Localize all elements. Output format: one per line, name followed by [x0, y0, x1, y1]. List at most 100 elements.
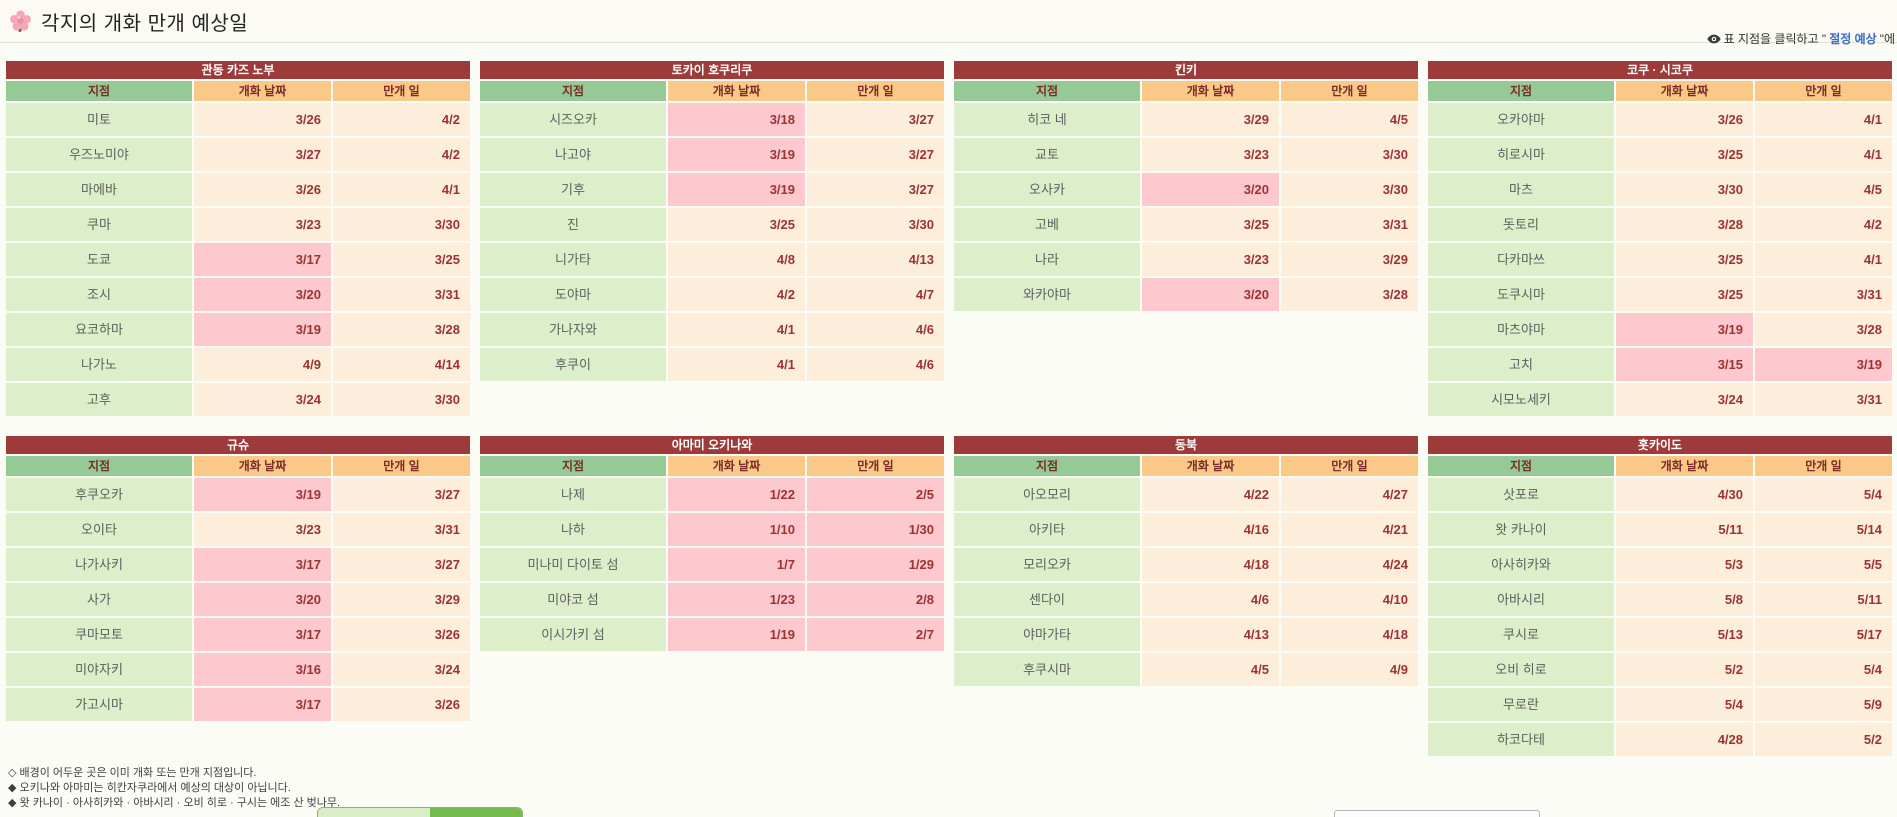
location-cell[interactable]: 마츠 — [1428, 173, 1614, 206]
location-cell[interactable]: 센다이 — [954, 583, 1140, 616]
tables-grid: 관동 카즈 노부 지점 개화 날짜 만개 일 미토 3/26 4/2 우즈노미야… — [0, 43, 1897, 756]
full-bloom-date-cell: 4/10 — [1281, 583, 1418, 616]
location-cell[interactable]: 미야코 섬 — [480, 583, 666, 616]
location-cell[interactable]: 아사히카와 — [1428, 548, 1614, 581]
full-bloom-date-cell: 1/29 — [807, 548, 944, 581]
location-cell[interactable]: 미토 — [6, 103, 192, 136]
location-cell[interactable]: 미야자키 — [6, 653, 192, 686]
full-bloom-date-cell: 5/11 — [1755, 583, 1892, 616]
full-bloom-date-cell: 4/21 — [1281, 513, 1418, 546]
column-header-full-bloom: 만개 일 — [1281, 81, 1418, 101]
full-bloom-date-cell: 4/5 — [1755, 173, 1892, 206]
peak-forecast-link[interactable]: 절정 예상 — [1829, 32, 1877, 46]
location-cell[interactable]: 가고시마 — [6, 688, 192, 721]
location-cell[interactable]: 히코 네 — [954, 103, 1140, 136]
location-cell[interactable]: 오사카 — [954, 173, 1140, 206]
location-cell[interactable]: 히로시마 — [1428, 138, 1614, 171]
full-bloom-date-cell: 3/30 — [333, 383, 470, 416]
location-cell[interactable]: 마에바 — [6, 173, 192, 206]
location-cell[interactable]: 가나자와 — [480, 313, 666, 346]
full-bloom-date-cell: 3/28 — [1755, 313, 1892, 346]
location-cell[interactable]: 나고야 — [480, 138, 666, 171]
forecast-table: 관동 카즈 노부 지점 개화 날짜 만개 일 미토 3/26 4/2 우즈노미야… — [6, 61, 470, 416]
location-cell[interactable]: 돗토리 — [1428, 208, 1614, 241]
location-cell[interactable]: 도쿄 — [6, 243, 192, 276]
location-cell[interactable]: 후쿠이 — [480, 348, 666, 381]
forecast-table: 홋카이도 지점 개화 날짜 만개 일 삿포로 4/30 5/4 왓 카나이 5/… — [1428, 436, 1892, 756]
location-cell[interactable]: 쿠마모토 — [6, 618, 192, 651]
full-bloom-date-cell: 4/5 — [1281, 103, 1418, 136]
full-bloom-date-cell: 4/1 — [1755, 243, 1892, 276]
full-bloom-date-cell: 3/28 — [333, 313, 470, 346]
page-title: 각지의 개화 만개 예상일 — [41, 12, 249, 35]
location-cell[interactable]: 도쿠시마 — [1428, 278, 1614, 311]
location-cell[interactable]: 고치 — [1428, 348, 1614, 381]
location-cell[interactable]: 고후 — [6, 383, 192, 416]
location-cell[interactable]: 쿠시로 — [1428, 618, 1614, 651]
location-cell[interactable]: 왓 카나이 — [1428, 513, 1614, 546]
full-bloom-date-cell: 3/25 — [333, 243, 470, 276]
location-cell[interactable]: 아바시리 — [1428, 583, 1614, 616]
footnote-line: ◆ 왓 카나이 · 아사히카와 · 아바시리 · 오비 히로 · 구시는 에조 … — [8, 797, 341, 809]
location-cell[interactable]: 아키타 — [954, 513, 1140, 546]
location-cell[interactable]: 와카야마 — [954, 278, 1140, 311]
table-title: 동북 — [954, 436, 1418, 454]
column-header-full-bloom: 만개 일 — [333, 456, 470, 476]
location-cell[interactable]: 이시가키 섬 — [480, 618, 666, 651]
location-cell[interactable]: 쿠마 — [6, 208, 192, 241]
location-cell[interactable]: 모리오카 — [954, 548, 1140, 581]
location-cell[interactable]: 나하 — [480, 513, 666, 546]
location-cell[interactable]: 시모노세키 — [1428, 383, 1614, 416]
table-title: 홋카이도 — [1428, 436, 1892, 454]
bloom-date-cell: 1/10 — [668, 513, 805, 546]
full-bloom-date-cell: 3/27 — [333, 478, 470, 511]
column-header-bloom: 개화 날짜 — [668, 81, 805, 101]
location-cell[interactable]: 마츠야마 — [1428, 313, 1614, 346]
location-cell[interactable]: 니가타 — [480, 243, 666, 276]
full-bloom-date-cell: 1/30 — [807, 513, 944, 546]
bloom-date-cell: 1/7 — [668, 548, 805, 581]
location-cell[interactable]: 아오모리 — [954, 478, 1140, 511]
location-cell[interactable]: 진 — [480, 208, 666, 241]
location-cell[interactable]: 후쿠시마 — [954, 653, 1140, 686]
full-bloom-date-cell: 4/13 — [807, 243, 944, 276]
bloom-progress-bar — [317, 807, 523, 817]
location-cell[interactable]: 고베 — [954, 208, 1140, 241]
column-header-bloom: 개화 날짜 — [1616, 456, 1753, 476]
location-cell[interactable]: 나가노 — [6, 348, 192, 381]
location-cell[interactable]: 무로란 — [1428, 688, 1614, 721]
bloom-date-cell: 3/20 — [194, 278, 331, 311]
location-cell[interactable]: 삿포로 — [1428, 478, 1614, 511]
location-cell[interactable]: 다카마쓰 — [1428, 243, 1614, 276]
location-cell[interactable]: 야마가타 — [954, 618, 1140, 651]
location-cell[interactable]: 나라 — [954, 243, 1140, 276]
full-bloom-date-cell: 2/7 — [807, 618, 944, 651]
location-cell[interactable]: 교토 — [954, 138, 1140, 171]
location-cell[interactable]: 사가 — [6, 583, 192, 616]
location-cell[interactable]: 하코다테 — [1428, 723, 1614, 756]
location-cell[interactable]: 기후 — [480, 173, 666, 206]
full-bloom-date-cell: 3/26 — [333, 688, 470, 721]
location-cell[interactable]: 오카야마 — [1428, 103, 1614, 136]
location-cell[interactable]: 요코하마 — [6, 313, 192, 346]
bloom-date-cell: 3/18 — [668, 103, 805, 136]
location-cell[interactable]: 오비 히로 — [1428, 653, 1614, 686]
bloom-date-cell: 5/8 — [1616, 583, 1753, 616]
full-bloom-date-cell: 3/27 — [807, 103, 944, 136]
location-cell[interactable]: 우즈노미야 — [6, 138, 192, 171]
location-cell[interactable]: 후쿠오카 — [6, 478, 192, 511]
bloom-date-cell: 3/23 — [194, 513, 331, 546]
cherry-blossom-icon — [8, 9, 33, 34]
location-cell[interactable]: 미나미 다이토 섬 — [480, 548, 666, 581]
location-cell[interactable]: 나제 — [480, 478, 666, 511]
bloom-date-cell: 3/25 — [1616, 138, 1753, 171]
forecast-table: 킨키 지점 개화 날짜 만개 일 히코 네 3/29 4/5 교토 3/23 3… — [954, 61, 1418, 311]
location-cell[interactable]: 오이타 — [6, 513, 192, 546]
full-bloom-date-cell: 3/19 — [1755, 348, 1892, 381]
location-cell[interactable]: 도야마 — [480, 278, 666, 311]
full-bloom-date-cell: 3/28 — [1281, 278, 1418, 311]
page-header: 각지의 개화 만개 예상일 — [0, 0, 1897, 43]
location-cell[interactable]: 조시 — [6, 278, 192, 311]
location-cell[interactable]: 나가사키 — [6, 548, 192, 581]
location-cell[interactable]: 시즈오카 — [480, 103, 666, 136]
